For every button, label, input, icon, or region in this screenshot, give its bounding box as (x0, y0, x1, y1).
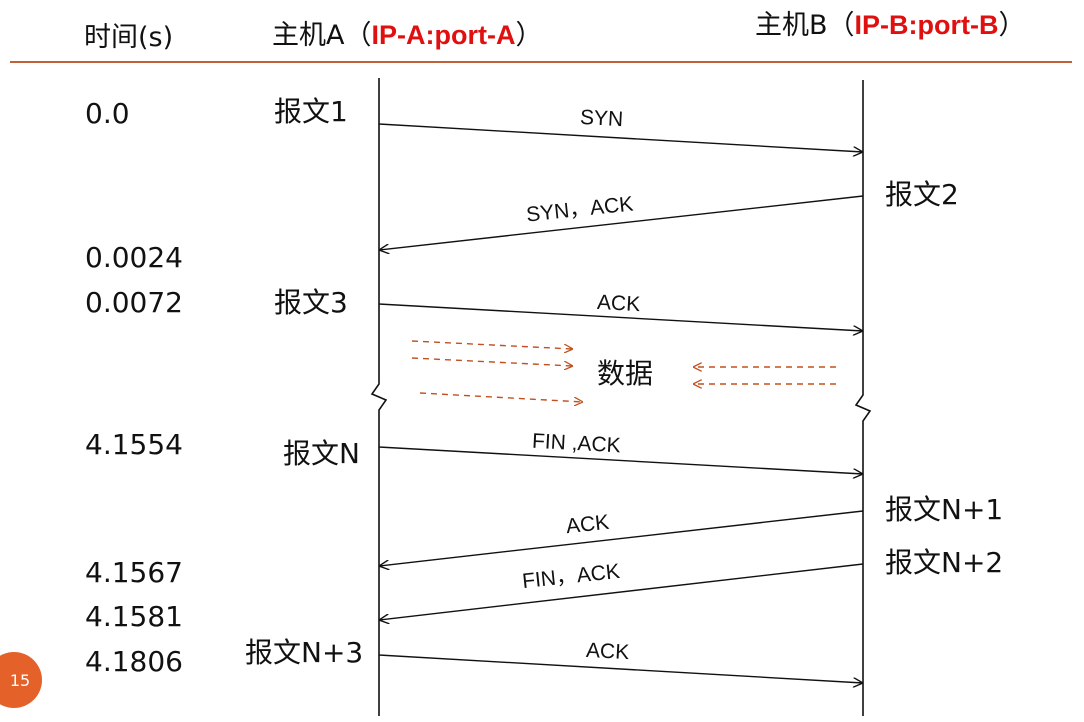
message-label-a: 报文3 (274, 286, 348, 319)
data-arrow-right-3 (419, 392, 583, 402)
time-value: 4.1806 (85, 645, 183, 678)
host-b-suffix: ） (998, 10, 1026, 41)
message-label-a: 报文N (283, 437, 360, 470)
arrow-ack-2 (379, 510, 864, 566)
message-label-a: 报文N+3 (245, 636, 364, 669)
arrow-ack-1 (378, 303, 863, 331)
time-column-header: 时间(s) (84, 22, 174, 53)
host-a-suffix: ） (515, 20, 543, 51)
data-arrow-right-1 (411, 340, 573, 349)
host-a-address: IP-A:port-A (371, 20, 516, 50)
page-number-badge: 15 (0, 652, 42, 708)
data-arrow-right-2 (411, 357, 573, 366)
lifeline-host-b (854, 80, 872, 716)
arrow-ack-3 (378, 654, 863, 683)
host-b-address: IP-B:port-B (854, 10, 999, 40)
host-a-header: 主机A（IP-A:port-A） (272, 20, 543, 51)
message-label-a: 报文1 (274, 95, 348, 128)
host-b-prefix: 主机B（ (755, 10, 855, 41)
arrow-label-ack: ACK (585, 638, 630, 665)
time-value: 0.0 (85, 97, 130, 130)
time-value: 4.1581 (85, 600, 183, 633)
host-b-header: 主机B（IP-B:port-B） (755, 10, 1026, 41)
time-value: 0.0024 (85, 241, 183, 274)
arrow-label-syn: SYN (579, 105, 624, 132)
arrow-fin-ack-b (379, 563, 864, 620)
arrow-fin-ack-a (378, 446, 863, 474)
arrow-syn-ack (379, 195, 864, 250)
arrow-label-fin-ack: FIN ,ACK (531, 429, 622, 458)
host-a-prefix: 主机A（ (272, 20, 372, 51)
time-value: 4.1554 (85, 428, 183, 461)
arrow-label-ack: ACK (564, 510, 611, 539)
data-label: 数据 (597, 357, 654, 390)
time-value: 4.1567 (85, 556, 183, 589)
arrow-label-ack: ACK (596, 290, 641, 317)
arrow-syn (378, 123, 863, 152)
message-label-b: 报文N+2 (885, 546, 1004, 579)
message-label-b: 报文N+1 (885, 493, 1004, 526)
lifeline-host-a (370, 78, 388, 716)
time-value: 0.0072 (85, 286, 183, 319)
message-label-b: 报文2 (885, 178, 959, 211)
